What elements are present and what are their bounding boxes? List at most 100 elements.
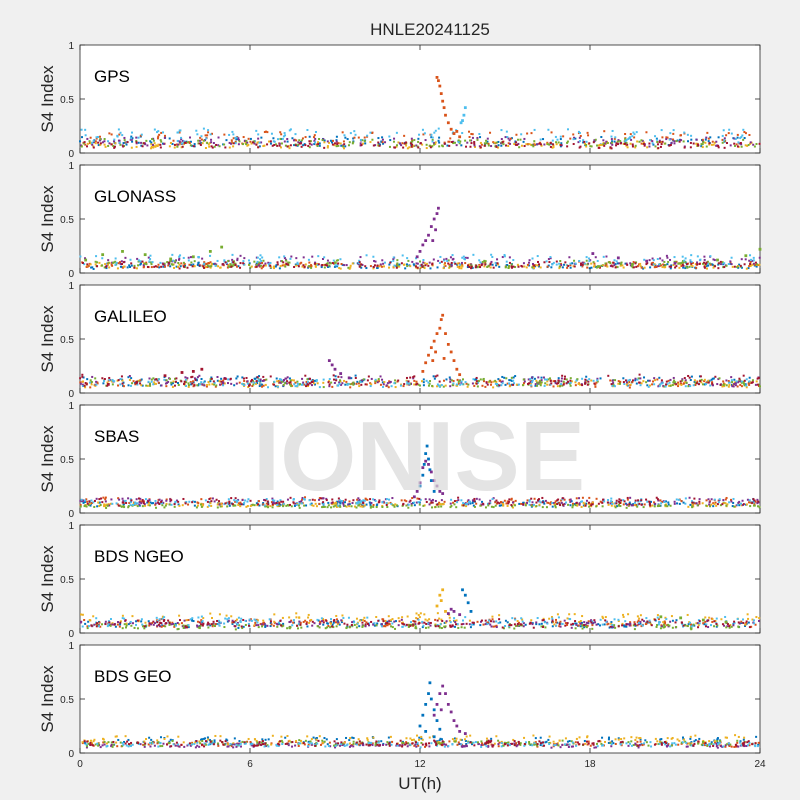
baseline-point (231, 265, 234, 268)
baseline-point (619, 382, 622, 385)
baseline-point (269, 620, 272, 623)
baseline-point (476, 385, 479, 388)
baseline-point (729, 623, 732, 626)
baseline-point (742, 128, 745, 131)
baseline-point (226, 505, 229, 508)
baseline-point (655, 496, 658, 499)
baseline-point (698, 259, 701, 262)
baseline-point (547, 258, 550, 261)
baseline-point (309, 140, 312, 143)
baseline-point (86, 145, 89, 148)
baseline-point (88, 140, 91, 143)
baseline-point (125, 622, 128, 625)
baseline-point (382, 500, 385, 503)
baseline-point (379, 143, 382, 146)
baseline-point (471, 266, 474, 269)
baseline-point (308, 499, 311, 502)
baseline-point (333, 378, 336, 381)
baseline-point (362, 624, 365, 627)
baseline-point (384, 619, 387, 622)
baseline-point (745, 386, 748, 389)
baseline-point (438, 141, 441, 144)
baseline-point (331, 498, 334, 501)
baseline-point (299, 142, 302, 145)
baseline-point (495, 145, 498, 148)
baseline-point (246, 144, 249, 147)
baseline-point (560, 383, 563, 386)
baseline-point (381, 378, 384, 381)
baseline-point (111, 383, 114, 386)
baseline-point (526, 263, 529, 266)
baseline-point (169, 500, 172, 503)
baseline-point (530, 376, 533, 379)
baseline-point (439, 384, 442, 387)
baseline-point (94, 377, 97, 380)
baseline-point (427, 264, 430, 267)
baseline-point (110, 263, 113, 266)
baseline-point (688, 265, 691, 268)
baseline-point (666, 136, 669, 139)
baseline-point (749, 501, 752, 504)
baseline-point (487, 142, 490, 145)
baseline-point (313, 622, 316, 625)
baseline-point (601, 615, 604, 618)
baseline-point (486, 383, 489, 386)
baseline-point (581, 384, 584, 387)
data-point (435, 76, 439, 79)
baseline-point (87, 504, 90, 507)
baseline-point (452, 379, 455, 382)
baseline-point (255, 143, 258, 146)
baseline-point (566, 145, 569, 148)
baseline-point (489, 499, 492, 502)
baseline-point (109, 624, 112, 627)
baseline-point (465, 145, 468, 148)
baseline-point (140, 502, 143, 505)
baseline-point (164, 625, 167, 628)
baseline-point (101, 141, 104, 144)
baseline-point (528, 264, 531, 267)
baseline-point (484, 619, 487, 622)
baseline-point (332, 626, 335, 629)
baseline-point (185, 619, 188, 622)
baseline-point (140, 618, 143, 621)
baseline-point (445, 378, 448, 381)
baseline-point (301, 265, 304, 268)
baseline-point (524, 623, 527, 626)
data-point (412, 495, 416, 499)
baseline-point (725, 264, 728, 267)
baseline-point (634, 377, 637, 380)
baseline-point (611, 623, 614, 626)
baseline-point (675, 140, 678, 143)
baseline-point (729, 260, 732, 263)
baseline-point (402, 385, 405, 388)
baseline-point (679, 138, 682, 141)
baseline-point (338, 501, 341, 504)
baseline-point (369, 506, 372, 509)
baseline-point (349, 383, 352, 386)
baseline-point (700, 381, 703, 384)
baseline-point (156, 131, 159, 134)
baseline-point (542, 138, 545, 141)
baseline-point (469, 626, 472, 629)
baseline-point (498, 265, 501, 268)
baseline-point (177, 384, 180, 387)
baseline-point (280, 381, 283, 384)
baseline-point (544, 626, 547, 629)
baseline-point (648, 379, 651, 382)
baseline-point (625, 625, 628, 628)
baseline-point (671, 626, 674, 629)
baseline-point (255, 265, 258, 268)
baseline-point (218, 380, 221, 383)
baseline-point (161, 624, 164, 627)
baseline-point (429, 621, 432, 624)
baseline-point (122, 385, 125, 388)
baseline-point (622, 381, 625, 384)
baseline-point (433, 131, 436, 134)
baseline-point (284, 382, 287, 385)
baseline-point (723, 262, 726, 265)
baseline-point (237, 138, 240, 141)
baseline-point (725, 504, 728, 507)
baseline-point (224, 617, 227, 620)
data-point (101, 253, 105, 257)
baseline-point (533, 142, 536, 145)
